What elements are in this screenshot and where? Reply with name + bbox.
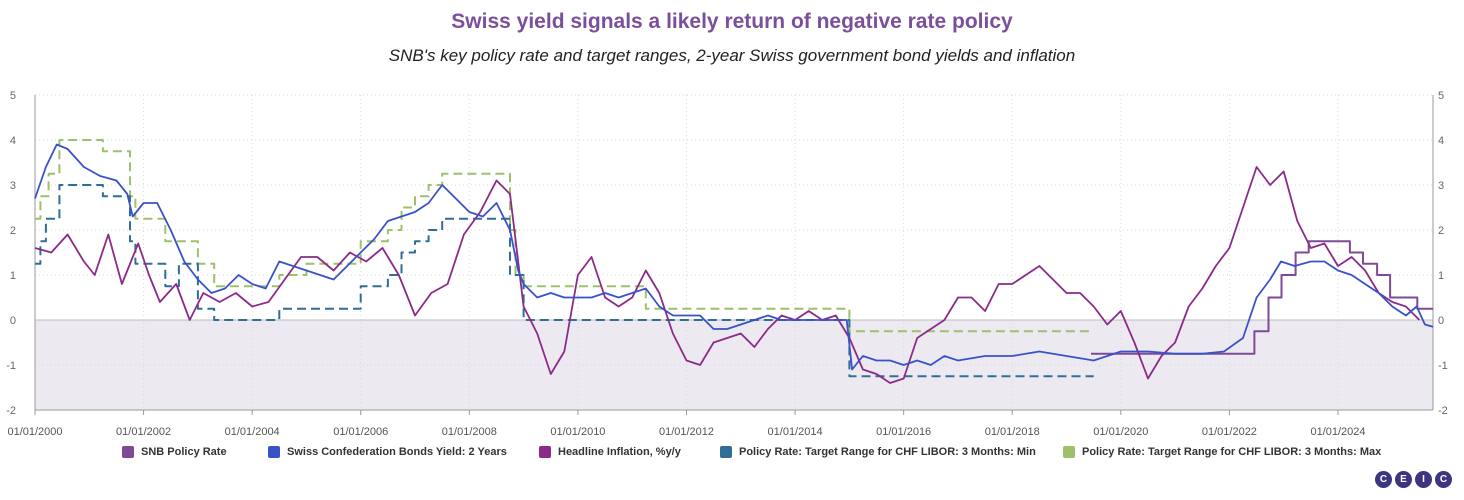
legend-item: Headline Inflation, %y/y <box>539 446 681 458</box>
legend-item: Policy Rate: Target Range for CHF LIBOR:… <box>720 446 1036 458</box>
line-chart: -2 -2 -1 -1 0 0 1 1 2 2 3 3 4 4 5 5 01/01/2000 01/01/2002… <box>6 90 1448 438</box>
x-tick-label: 01/01/2000 <box>7 426 62 438</box>
y-tick-label-right: 5 <box>1438 90 1444 102</box>
x-tick-label: 01/01/2014 <box>768 426 823 438</box>
legend-item: SNB Policy Rate <box>122 446 227 458</box>
x-tick-label: 01/01/2010 <box>550 426 605 438</box>
series-line-1 <box>34 143 1434 371</box>
y-tick-label-left: 4 <box>10 135 16 147</box>
y-tick-label-left: 1 <box>10 270 16 282</box>
y-tick-label-right: 3 <box>1438 180 1444 192</box>
x-tick-label: 01/01/2004 <box>225 426 280 438</box>
y-tick-label-right: 2 <box>1438 225 1444 237</box>
legend-label: Headline Inflation, %y/y <box>558 446 681 458</box>
series-line-0 <box>1091 240 1433 355</box>
y-tick-label-right: 0 <box>1438 315 1444 327</box>
legend-swatch <box>1063 446 1075 458</box>
y-tick-label-right: -1 <box>1438 360 1448 372</box>
series-line-3 <box>35 184 1094 378</box>
chart-title: Swiss yield signals a likely return of n… <box>451 10 1013 33</box>
chart-subtitle: SNB's key policy rate and target ranges,… <box>388 46 1076 65</box>
y-tick-label-right: 4 <box>1438 135 1444 147</box>
x-tick-label: 01/01/2006 <box>333 426 388 438</box>
x-tick-label: 01/01/2022 <box>1202 426 1257 438</box>
x-tick-label: 01/01/2012 <box>659 426 714 438</box>
y-tick-label-left: 0 <box>10 315 16 327</box>
logo-letter: E <box>1395 471 1412 488</box>
x-tick-label: 01/01/2024 <box>1310 426 1365 438</box>
logo-letter: I <box>1415 471 1432 488</box>
x-tick-label: 01/01/2002 <box>116 426 171 438</box>
y-tick-label-right: -2 <box>1438 405 1448 417</box>
legend-swatch <box>720 446 732 458</box>
series-line-2 <box>34 166 1421 384</box>
legend-swatch <box>539 446 551 458</box>
legend-label: SNB Policy Rate <box>141 446 227 458</box>
legend-item: Policy Rate: Target Range for CHF LIBOR:… <box>1063 446 1381 458</box>
legend-label: Policy Rate: Target Range for CHF LIBOR:… <box>739 446 1036 458</box>
x-tick-label: 01/01/2008 <box>442 426 497 438</box>
legend-label: Swiss Confederation Bonds Yield: 2 Years <box>287 446 507 458</box>
logo-letter: C <box>1435 471 1452 488</box>
legend-item: Swiss Confederation Bonds Yield: 2 Years <box>268 446 507 458</box>
x-tick-label: 01/01/2018 <box>985 426 1040 438</box>
logo-letter: C <box>1375 471 1392 488</box>
y-tick-label-left: -2 <box>6 405 16 417</box>
series-line-4 <box>35 139 1094 333</box>
y-tick-label-left: 5 <box>10 90 16 102</box>
legend-swatch <box>122 446 134 458</box>
y-tick-label-left: 2 <box>10 225 16 237</box>
x-tick-label: 01/01/2016 <box>876 426 931 438</box>
y-tick-label-right: 1 <box>1438 270 1444 282</box>
chart-legend: SNB Policy Rate Swiss Confederation Bonds… <box>0 446 1464 466</box>
legend-label: Policy Rate: Target Range for CHF LIBOR:… <box>1082 446 1382 458</box>
y-tick-label-left: 3 <box>10 180 16 192</box>
y-tick-label-left: -1 <box>6 360 16 372</box>
x-tick-label: 01/01/2020 <box>1093 426 1148 438</box>
legend-swatch <box>268 446 280 458</box>
